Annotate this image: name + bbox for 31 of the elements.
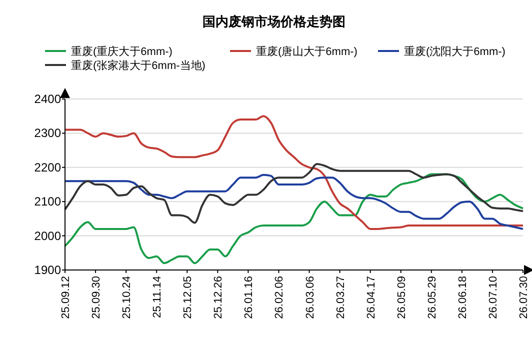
legend-label: 重废(张家港大于6mm-当地) xyxy=(71,59,206,72)
x-tick-label: 26.01.16 xyxy=(243,276,256,319)
x-tick-label: 26.05.29 xyxy=(426,276,438,319)
x-tick-label: 25.11.14 xyxy=(152,276,164,318)
x-tick-label: 26.07.30 xyxy=(518,276,530,319)
x-tick-label: 26.04.17 xyxy=(365,276,378,319)
x-tick-label: 25.09.30 xyxy=(90,276,103,319)
line-series xyxy=(64,115,524,230)
chart-title: 国内废钢市场价格走势图 xyxy=(202,14,346,29)
line-series xyxy=(64,173,524,264)
x-tick-label: 25.10.24 xyxy=(121,276,134,319)
x-tick-label: 25.12.26 xyxy=(212,276,225,319)
y-tick-label: 2300 xyxy=(34,126,62,140)
x-tick-label: 26.06.18 xyxy=(456,276,469,319)
x-tick-label: 26.07.10 xyxy=(487,276,500,319)
x-tick-label: 26.03.06 xyxy=(304,276,316,319)
x-tick-label: 25.09.12 xyxy=(60,276,72,319)
y-tick-label: 2100 xyxy=(34,194,62,209)
x-tick-label: 26.03.27 xyxy=(334,276,347,319)
y-tick-label: 1900 xyxy=(34,263,62,277)
y-tick-label: 2400 xyxy=(34,92,62,106)
y-tick-label: 2000 xyxy=(34,228,62,243)
legend-label: 重废(沈阳大于6mm-) xyxy=(404,45,506,58)
line-series xyxy=(64,162,524,224)
legend-label: 重废(重庆大于6mm-) xyxy=(71,45,172,58)
x-tick-label: 26.02.06 xyxy=(274,276,286,319)
line-series xyxy=(64,174,524,230)
x-tick-label: 25.12.05 xyxy=(182,276,194,319)
y-tick-label: 2200 xyxy=(34,160,62,174)
x-tick-label: 26.05.09 xyxy=(396,276,408,319)
legend-label: 重废(唐山大于6mm-) xyxy=(256,45,358,58)
